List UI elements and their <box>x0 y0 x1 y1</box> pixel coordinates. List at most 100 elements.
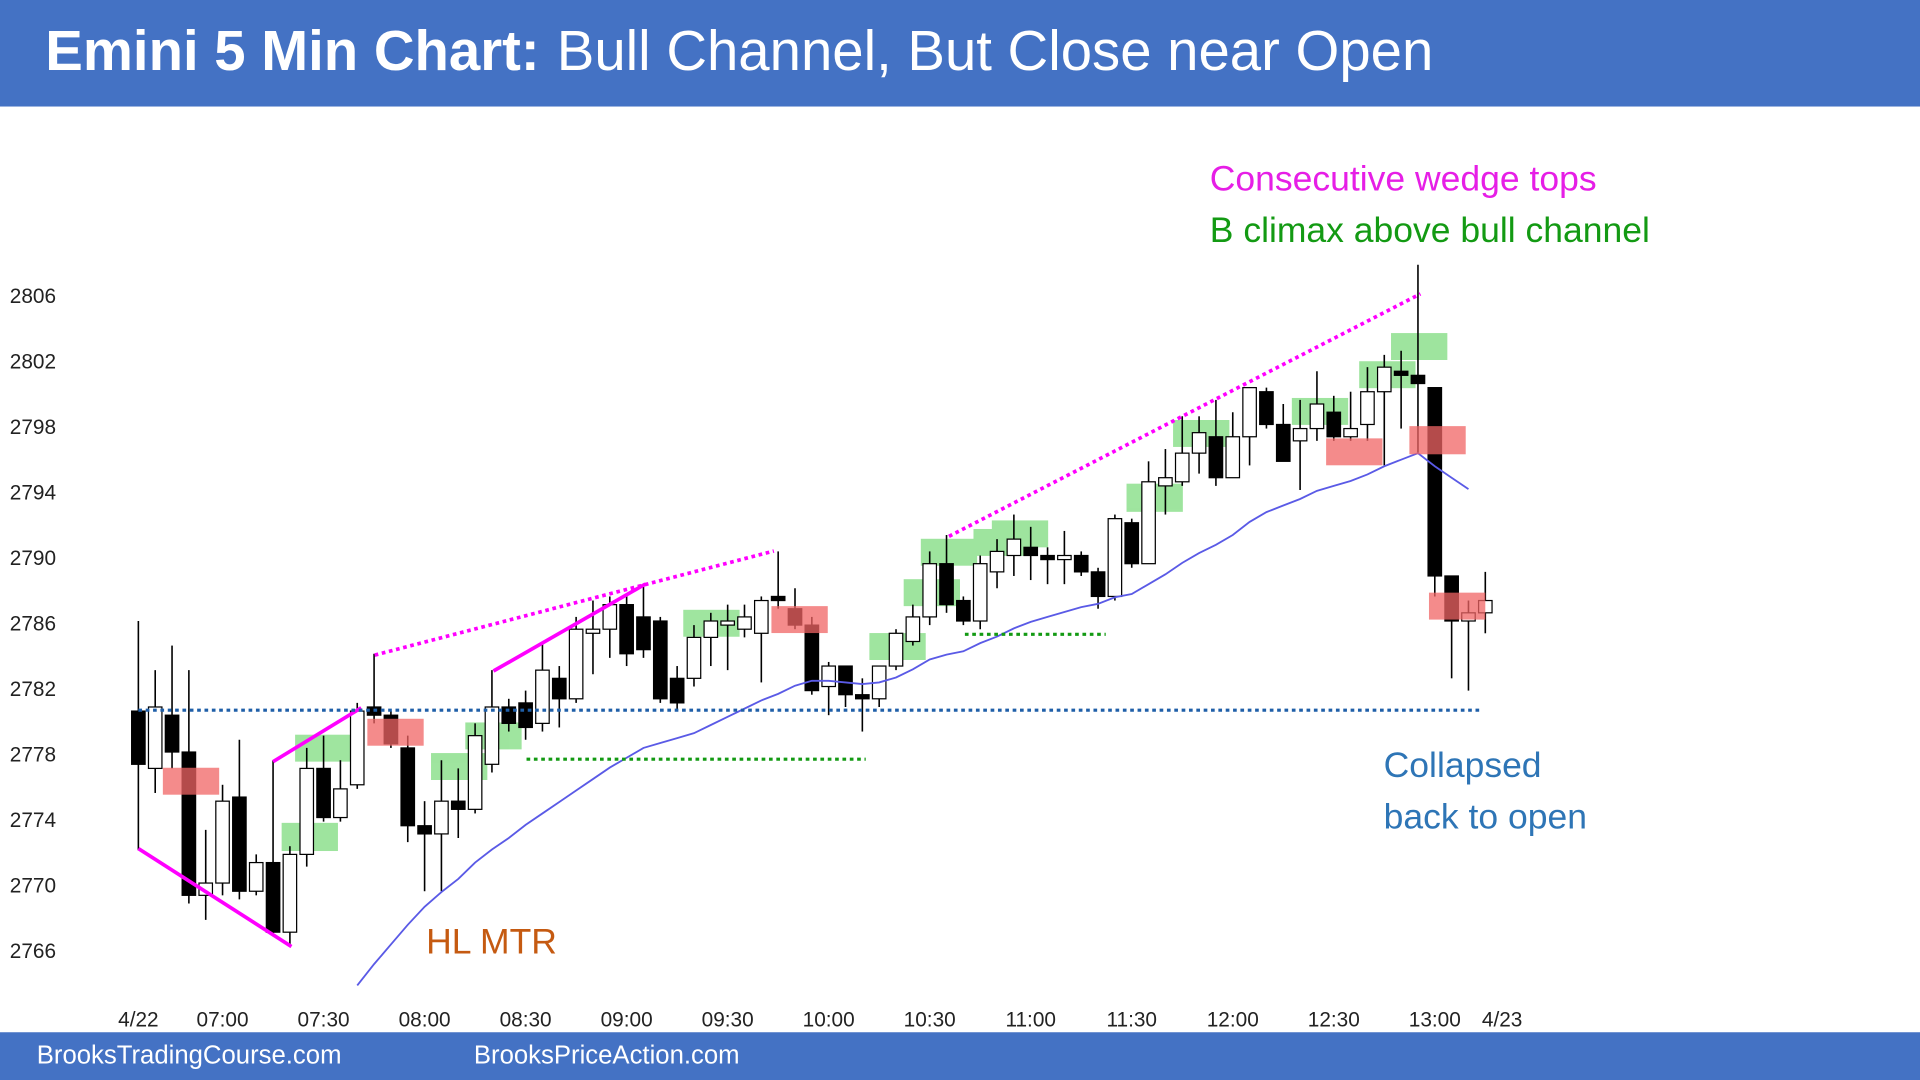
y-tick-label: 2778 <box>10 744 56 767</box>
x-tick-label: 4/23 <box>1482 1009 1522 1032</box>
annotation-lines <box>137 292 1480 949</box>
candle-body <box>349 710 365 786</box>
candle-body <box>1410 374 1426 385</box>
red-highlights <box>162 426 1486 795</box>
candle-body <box>1141 481 1156 565</box>
x-tick-label: 07:30 <box>298 1009 350 1032</box>
candle-body <box>669 677 685 704</box>
footer-band <box>0 1032 1920 1080</box>
candle-body <box>147 706 163 770</box>
candle-body <box>568 628 584 700</box>
candle-body <box>265 861 281 933</box>
title-rest: Bull Channel, But Close near Open <box>557 19 1434 82</box>
y-tick-label: 2802 <box>10 351 56 374</box>
title-bold: Emini 5 Min Chart: <box>45 19 539 82</box>
candle-body <box>215 800 230 884</box>
x-tick-label: 11:00 <box>1005 1009 1056 1032</box>
candle-body <box>619 604 634 655</box>
candle-body <box>1393 370 1409 376</box>
candle-body <box>753 599 769 634</box>
candle-body <box>1242 387 1257 438</box>
y-tick-label: 2790 <box>10 547 56 570</box>
ema-line <box>356 452 1469 986</box>
candle-body <box>467 735 483 810</box>
candle-body <box>821 665 837 688</box>
candle-body <box>770 595 786 602</box>
candle-body <box>1073 554 1089 573</box>
candle-body <box>434 800 449 835</box>
y-tick-label: 2806 <box>10 285 56 308</box>
candle-body <box>484 706 500 765</box>
candle-body <box>1124 522 1140 565</box>
candle-body <box>1259 391 1274 426</box>
x-tick-label: 09:30 <box>702 1009 754 1032</box>
candle-body <box>551 677 567 700</box>
candle-body <box>1158 477 1173 487</box>
candle-body <box>282 853 298 933</box>
candle-body <box>652 620 668 700</box>
y-tick-label: 2794 <box>10 482 56 505</box>
candle-body <box>703 620 719 638</box>
candle-body <box>838 665 853 696</box>
candle-body <box>720 620 735 626</box>
candle-body <box>535 669 550 724</box>
y-tick-label: 2782 <box>10 678 56 701</box>
candle-body <box>585 628 601 634</box>
x-tick-label: 12:30 <box>1308 1009 1360 1032</box>
x-tick-label: 4/22 <box>118 1009 158 1032</box>
candle-body <box>686 636 702 679</box>
x-tick-label: 09:00 <box>601 1009 653 1032</box>
candle-body <box>1006 538 1022 557</box>
candle-body <box>1343 427 1358 438</box>
y-tick-label: 2770 <box>10 875 56 898</box>
candle-body <box>737 616 752 630</box>
candle-body <box>316 767 331 819</box>
chart-title: Emini 5 Min Chart: Bull Channel, But Clos… <box>45 19 1433 82</box>
candle-body <box>131 710 146 765</box>
x-tick-label: 12:00 <box>1207 1009 1259 1032</box>
candle-body <box>450 800 466 810</box>
candle-body <box>1174 452 1190 483</box>
candle-body <box>164 714 180 753</box>
annotation: back to open <box>1384 797 1587 837</box>
annotation: Consecutive wedge tops <box>1210 159 1597 199</box>
y-tick-label: 2766 <box>10 940 56 963</box>
candle-body <box>248 861 264 892</box>
annotation: Collapsed <box>1384 745 1542 785</box>
candle-body <box>939 563 954 606</box>
candle-body <box>1225 436 1241 479</box>
y-tick-label: 2786 <box>10 613 56 636</box>
x-tick-label: 10:30 <box>904 1009 956 1032</box>
candle-body <box>1292 427 1308 442</box>
candle-body <box>400 747 416 827</box>
x-tick-label: 13:00 <box>1409 1009 1461 1032</box>
candle-body <box>1326 411 1342 438</box>
candle-body <box>1040 554 1055 561</box>
candle-body <box>1208 436 1224 479</box>
candle-body <box>333 788 348 819</box>
candle-body <box>232 796 247 892</box>
candle-body <box>905 616 921 643</box>
footer-link: BrooksPriceAction.com <box>474 1042 740 1070</box>
candle-body <box>1090 571 1106 598</box>
candle-body <box>636 616 651 651</box>
candle-body <box>1376 366 1392 393</box>
candle-body <box>1023 546 1039 557</box>
x-tick-label: 07:00 <box>197 1009 249 1032</box>
candle-body <box>956 599 971 622</box>
candle-body <box>855 694 870 700</box>
plot-area: 2766 2770 2774 2778 2782 2786 2790 2794 2798 2802… <box>10 264 1522 1032</box>
annotation: B climax above bull channel <box>1210 210 1650 250</box>
x-tick-label: 10:00 <box>803 1009 855 1032</box>
candle-body <box>888 632 904 667</box>
candle-body <box>1360 391 1375 426</box>
candle-body <box>989 550 1005 573</box>
header-band <box>0 0 1920 107</box>
candle-body <box>1427 387 1443 577</box>
x-tick-label: 11:30 <box>1106 1009 1157 1032</box>
candle-body <box>299 767 315 855</box>
footer-link: BrooksTradingCourse.com <box>37 1042 342 1070</box>
